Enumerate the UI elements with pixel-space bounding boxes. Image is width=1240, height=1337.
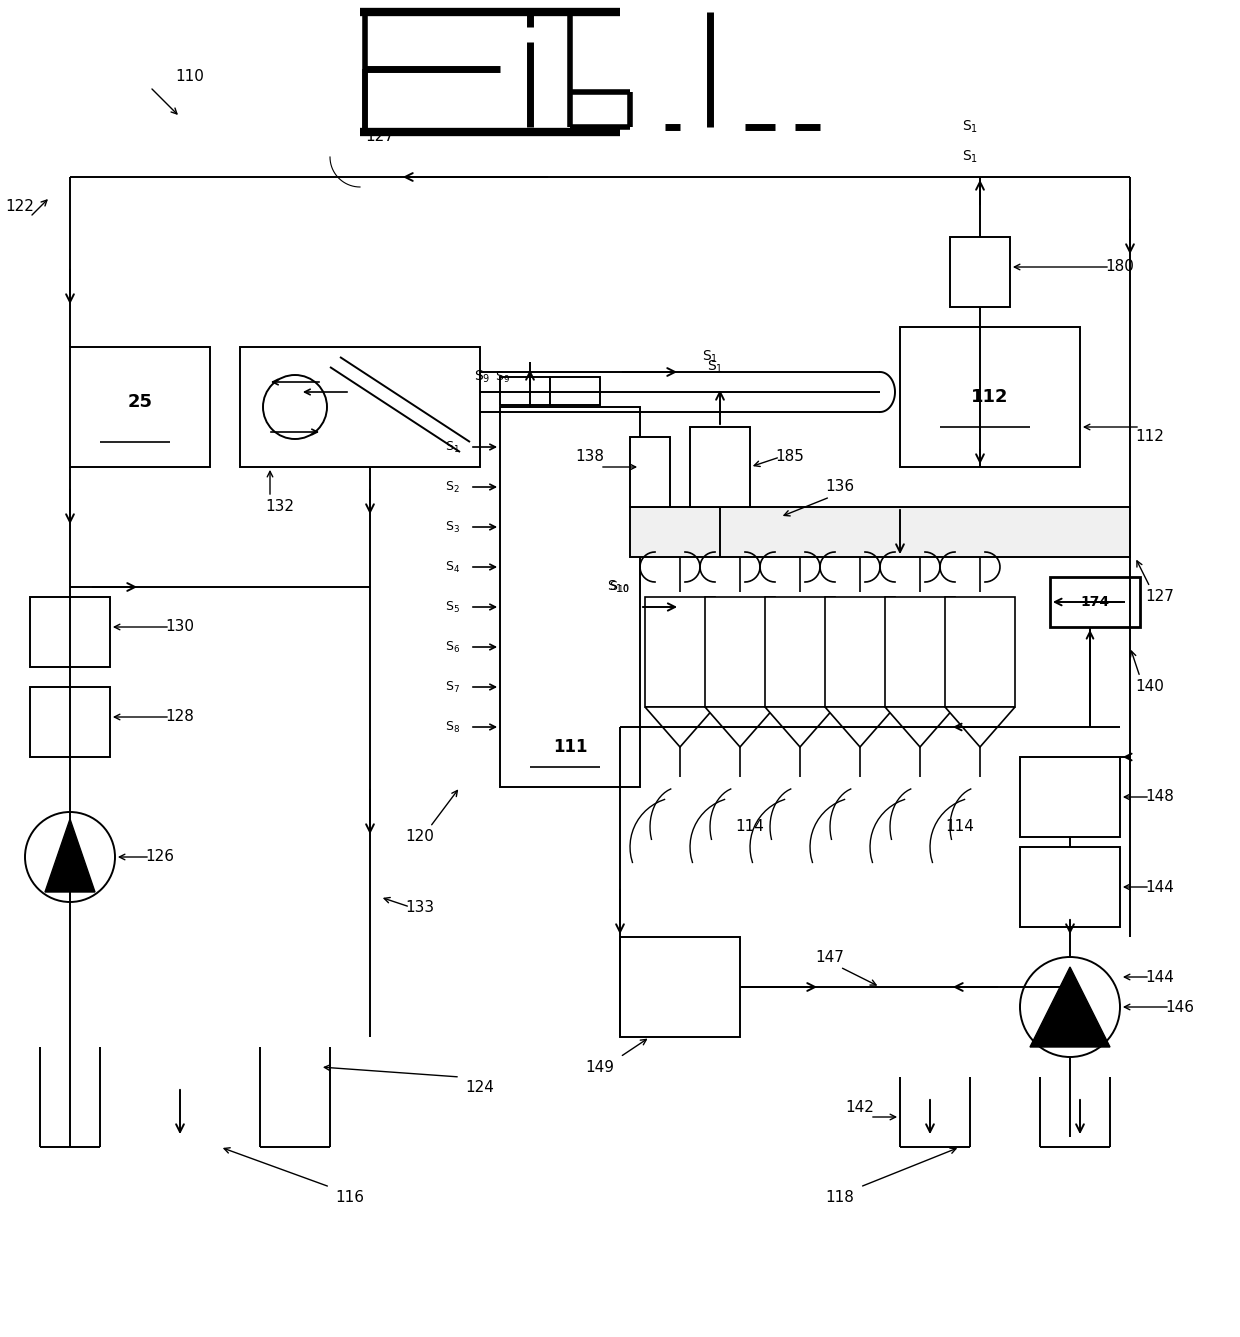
Text: 185: 185 (775, 449, 805, 464)
Text: 122: 122 (5, 199, 35, 214)
Text: 110: 110 (176, 70, 205, 84)
Bar (1021, 757, 1120, 837)
Polygon shape (885, 707, 955, 747)
Text: 140: 140 (1136, 679, 1164, 694)
Polygon shape (825, 707, 895, 747)
Text: 149: 149 (585, 1059, 615, 1075)
Bar (30, 598, 110, 667)
Bar (1050, 578, 1140, 627)
Text: 118: 118 (826, 1190, 854, 1205)
Polygon shape (645, 707, 715, 747)
Bar (1021, 848, 1120, 927)
Text: S$_1$: S$_1$ (962, 119, 978, 135)
Text: 148: 148 (1146, 790, 1174, 805)
Text: 133: 133 (405, 900, 434, 915)
Text: 138: 138 (575, 449, 605, 464)
Text: 132: 132 (265, 500, 295, 515)
Text: S$_1$: S$_1$ (707, 358, 723, 376)
Bar (241, 348, 480, 467)
Bar (950, 237, 1011, 308)
Text: 174: 174 (1080, 595, 1110, 608)
Text: 126: 126 (145, 849, 175, 865)
Polygon shape (706, 707, 775, 747)
Text: S$_4$: S$_4$ (445, 559, 460, 575)
Text: S$_3$: S$_3$ (445, 520, 460, 535)
Bar (630, 507, 1130, 558)
Bar (689, 427, 750, 507)
Text: S$_6$: S$_6$ (445, 639, 460, 655)
Bar (500, 377, 551, 405)
Text: 112: 112 (971, 388, 1009, 406)
Text: S$_{10}$: S$_{10}$ (609, 579, 630, 595)
Text: 142: 142 (846, 1099, 874, 1115)
Text: S$_8$: S$_8$ (445, 719, 460, 734)
Text: S$_5$: S$_5$ (445, 599, 460, 615)
Text: S$_1$: S$_1$ (445, 440, 460, 455)
Text: 146: 146 (1166, 1000, 1194, 1015)
Text: 147: 147 (816, 949, 844, 964)
Text: S$_9$: S$_9$ (495, 369, 510, 385)
Polygon shape (945, 707, 1016, 747)
Bar (630, 437, 670, 507)
Text: 180: 180 (1106, 259, 1135, 274)
Bar (900, 328, 1080, 467)
Text: 136: 136 (826, 480, 854, 495)
Text: S$_7$: S$_7$ (445, 679, 460, 694)
Bar (69, 348, 210, 467)
Text: 127: 127 (366, 130, 394, 144)
Bar (825, 598, 895, 707)
Bar (706, 598, 775, 707)
Bar (645, 598, 715, 707)
Polygon shape (45, 820, 95, 892)
Text: 114: 114 (735, 820, 764, 834)
Text: 25: 25 (128, 393, 153, 410)
Text: 120: 120 (405, 829, 434, 845)
Text: 112: 112 (1136, 429, 1164, 444)
Bar (945, 598, 1016, 707)
Bar (765, 598, 835, 707)
Text: 114: 114 (946, 820, 975, 834)
Text: S$_9$: S$_9$ (474, 369, 490, 385)
Text: 130: 130 (165, 619, 195, 635)
Text: 144: 144 (1146, 880, 1174, 894)
Text: 127: 127 (1146, 590, 1174, 604)
Text: 128: 128 (166, 710, 195, 725)
Text: 144: 144 (1146, 969, 1174, 984)
Bar (30, 687, 110, 757)
Bar (620, 937, 740, 1038)
Text: 111: 111 (553, 738, 588, 755)
Text: 124: 124 (465, 1079, 495, 1095)
Text: S$_{10}$: S$_{10}$ (608, 579, 630, 595)
Text: 116: 116 (336, 1190, 365, 1205)
Polygon shape (1030, 967, 1110, 1047)
Bar (551, 377, 600, 405)
Polygon shape (765, 707, 835, 747)
Bar (885, 598, 955, 707)
Text: S$_1$: S$_1$ (702, 349, 718, 365)
Text: S$_1$: S$_1$ (962, 148, 978, 166)
Bar (500, 406, 640, 787)
Text: S$_2$: S$_2$ (445, 480, 460, 495)
